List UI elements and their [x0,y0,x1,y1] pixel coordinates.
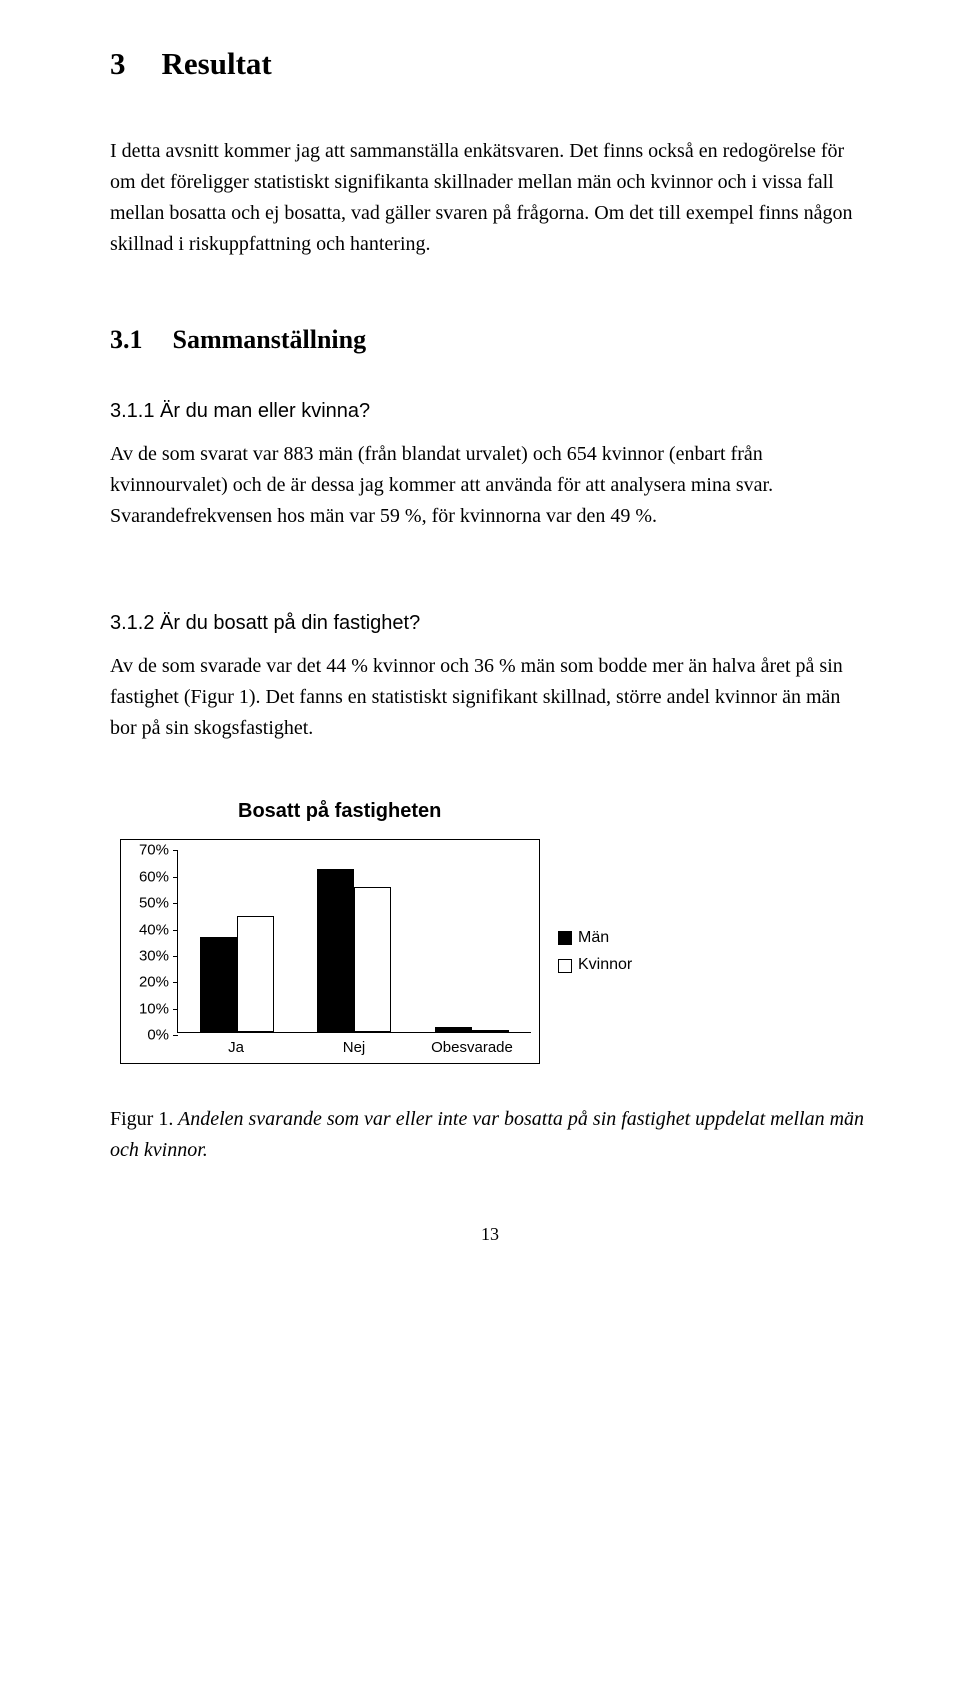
bar [237,916,274,1032]
y-tick-label: 70% [139,839,169,862]
paragraph-b: Av de som svarade var det 44 % kvinnor o… [110,651,870,744]
spacer [110,532,870,578]
heading-1-text: Resultat [162,40,272,88]
y-tick-mark [173,903,178,904]
y-tick-mark [173,930,178,931]
x-axis-labels: Ja Nej Obesvarade [177,1036,531,1059]
bar [354,887,391,1032]
figure-caption-text: Andelen svarande som var eller inte var … [110,1108,864,1161]
heading-2-text: Sammanställning [173,320,367,360]
bar [200,937,237,1032]
legend-swatch [558,959,572,973]
bar [435,1027,472,1032]
legend-label: Kvinnor [578,953,632,978]
paragraph-a: Av de som svarat var 883 män (från bland… [110,439,870,532]
legend-item: Män [558,926,632,951]
intro-paragraph: I detta avsnitt kommer jag att sammanstä… [110,136,870,260]
plot-area [177,850,531,1033]
heading-2: 3.1 Sammanställning [110,320,870,360]
page: 3 Resultat I detta avsnitt kommer jag at… [0,0,960,1289]
y-tick-label: 10% [139,997,169,1020]
y-tick-label: 30% [139,944,169,967]
heading-2-number: 3.1 [110,320,143,360]
page-number: 13 [110,1221,870,1249]
chart-title: Bosatt på fastigheten [238,796,870,827]
bar-group [315,869,393,1033]
heading-1-number: 3 [110,40,126,88]
heading-3-a: 3.1.1 Är du man eller kvinna? [110,396,870,427]
y-tick-label: 40% [139,918,169,941]
heading-1: 3 Resultat [110,40,870,88]
figure-caption: Figur 1. Andelen svarande som var eller … [110,1104,870,1166]
y-tick-mark [173,850,178,851]
legend: MänKvinnor [558,923,632,982]
legend-item: Kvinnor [558,953,632,978]
y-tick-label: 50% [139,892,169,915]
bar [317,869,354,1033]
legend-swatch [558,931,572,945]
heading-3-b: 3.1.2 Är du bosatt på din fastighet? [110,608,870,639]
bar-groups [178,850,531,1032]
chart-area: 0%10%20%30%40%50%60%70% JaNejObesvarade … [120,839,870,1064]
y-tick-mark [173,1009,178,1010]
y-tick-label: 60% [139,865,169,888]
bar-group [433,1027,511,1032]
y-axis: 0% 10% 20% 30% 40% 50% 60% 70% [121,840,177,1063]
y-tick-label: 0% [147,1024,169,1047]
y-tick-label: 20% [139,971,169,994]
x-tick-label: Nej [309,1036,399,1059]
y-tick-mark [173,956,178,957]
chart-box: 0% 10% 20% 30% 40% 50% 60% 70% Ja Nej Obesvarade [120,839,540,1064]
y-tick-mark [173,982,178,983]
y-tick-mark [173,877,178,878]
legend-label: Män [578,926,609,951]
bar [472,1030,509,1033]
bar-group [198,916,276,1032]
x-tick-label: Ja [191,1036,281,1059]
figure-caption-label: Figur 1. [110,1108,173,1130]
x-tick-label: Obesvarade [427,1036,517,1059]
